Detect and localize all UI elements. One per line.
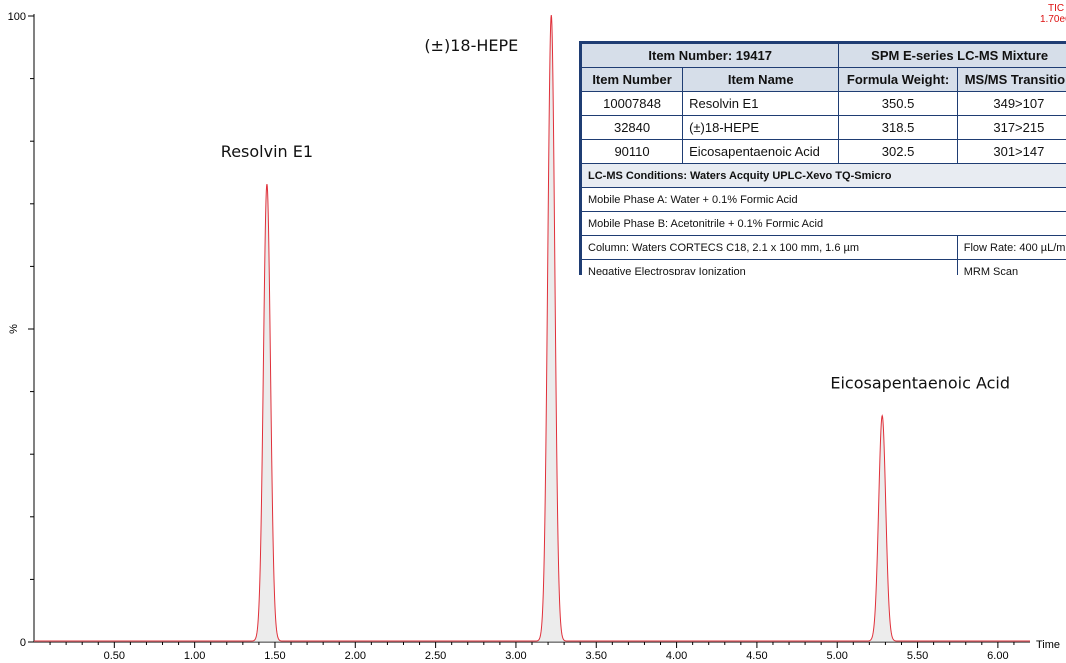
trace-type-label: TIC xyxy=(1048,3,1064,14)
chromatogram-trace xyxy=(34,14,1030,643)
table-row: 32840 (±)18-HEPE 318.5 317>215 xyxy=(581,115,1066,140)
x-tick-label: 2.50 xyxy=(425,650,446,662)
cell-item-name: (±)18-HEPE xyxy=(682,115,840,140)
x-tick-label: 6.00 xyxy=(987,650,1008,662)
info-table-container: Item Number: 19417 SPM E-series LC-MS Mi… xyxy=(579,41,1066,275)
header-formula-weight: Formula Weight: xyxy=(838,67,958,92)
x-tick-label: 1.00 xyxy=(184,650,205,662)
cell-transition: 317>215 xyxy=(956,115,1066,140)
chromatogram-line xyxy=(34,14,1030,642)
conditions-title-row: LC-MS Conditions: Waters Acquity UPLC-Xe… xyxy=(581,163,1066,188)
conditions-row: Negative Electrospray Ionization MRM Sca… xyxy=(581,259,1066,275)
mobile-phase-b: Mobile Phase B: Acetonitrile + 0.1% Form… xyxy=(581,211,1066,236)
cell-item-number: 32840 xyxy=(581,115,684,140)
header-item-number: Item Number xyxy=(581,67,684,92)
cell-item-name: Eicosapentaenoic Acid xyxy=(682,139,840,164)
conditions-row: Mobile Phase A: Water + 0.1% Formic Acid xyxy=(581,187,1066,212)
x-axis-title: Time xyxy=(1036,639,1060,651)
table-title-right: SPM E-series LC-MS Mixture xyxy=(838,43,1066,68)
ionization-mode: Negative Electrospray Ionization xyxy=(581,259,958,275)
info-table: Item Number: 19417 SPM E-series LC-MS Mi… xyxy=(581,43,1066,275)
table-row: 10007848 Resolvin E1 350.5 349>107 xyxy=(581,91,1066,116)
cell-formula-weight: 350.5 xyxy=(838,91,958,116)
y-tick-label: 0 xyxy=(20,637,26,649)
conditions-row: Mobile Phase B: Acetonitrile + 0.1% Form… xyxy=(581,211,1066,236)
header-msms-transition: MS/MS Transition xyxy=(956,67,1066,92)
cell-item-name: Resolvin E1 xyxy=(682,91,840,116)
flow-rate: Flow Rate: 400 µL/min xyxy=(956,235,1066,260)
x-tick-label: 4.00 xyxy=(666,650,687,662)
x-tick-label: 3.50 xyxy=(586,650,607,662)
peak-label: Eicosapentaenoic Acid xyxy=(830,374,1010,393)
peak-label: (±)18-HEPE xyxy=(424,36,518,55)
cell-formula-weight: 318.5 xyxy=(838,115,958,140)
table-title-left: Item Number: 19417 xyxy=(581,43,840,68)
mobile-phase-a: Mobile Phase A: Water + 0.1% Formic Acid xyxy=(581,187,1066,212)
peak-label: Resolvin E1 xyxy=(221,142,313,161)
table-header-row: Item Number Item Name Formula Weight: MS… xyxy=(581,67,1066,92)
scan-mode: MRM Scan xyxy=(956,259,1066,275)
cell-item-number: 10007848 xyxy=(581,91,684,116)
x-tick-label: 3.00 xyxy=(505,650,526,662)
conditions-title: LC-MS Conditions: Waters Acquity UPLC-Xe… xyxy=(581,163,1066,188)
conditions-row: Column: Waters CORTECS C18, 2.1 x 100 mm… xyxy=(581,235,1066,260)
x-tick-label: 0.50 xyxy=(104,650,125,662)
cell-item-number: 90110 xyxy=(581,139,684,164)
y-axis-title: % xyxy=(8,324,20,334)
y-tick-label: 100 xyxy=(8,11,26,23)
table-title-row: Item Number: 19417 SPM E-series LC-MS Mi… xyxy=(581,43,1066,68)
intensity-scale-label: 1.70e6 xyxy=(1040,14,1066,25)
cell-transition: 349>107 xyxy=(956,91,1066,116)
x-tick-label: 2.00 xyxy=(345,650,366,662)
x-tick-label: 1.50 xyxy=(264,650,285,662)
x-tick-label: 4.50 xyxy=(746,650,767,662)
x-tick-label: 5.00 xyxy=(827,650,848,662)
column-spec: Column: Waters CORTECS C18, 2.1 x 100 mm… xyxy=(581,235,958,260)
table-row: 90110 Eicosapentaenoic Acid 302.5 301>14… xyxy=(581,139,1066,164)
x-tick-label: 5.50 xyxy=(907,650,928,662)
header-item-name: Item Name xyxy=(682,67,840,92)
cell-formula-weight: 302.5 xyxy=(838,139,958,164)
cell-transition: 301>147 xyxy=(956,139,1066,164)
